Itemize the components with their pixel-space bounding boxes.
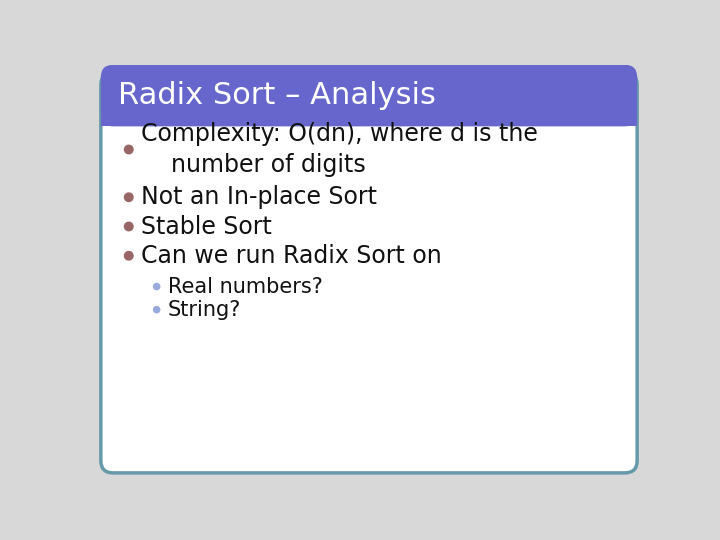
Circle shape <box>125 193 133 201</box>
Circle shape <box>125 252 133 260</box>
Text: Real numbers?: Real numbers? <box>168 276 323 296</box>
Circle shape <box>125 222 133 231</box>
Text: Stable Sort: Stable Sort <box>141 214 272 239</box>
FancyBboxPatch shape <box>101 72 637 473</box>
Bar <box>101 112 637 126</box>
Text: Can we run Radix Sort on: Can we run Radix Sort on <box>141 244 442 268</box>
Text: Not an In-place Sort: Not an In-place Sort <box>141 185 377 209</box>
Circle shape <box>153 307 160 313</box>
Text: String?: String? <box>168 300 241 320</box>
Text: Radix Sort – Analysis: Radix Sort – Analysis <box>118 81 436 110</box>
FancyBboxPatch shape <box>101 65 637 126</box>
Circle shape <box>125 145 133 154</box>
Circle shape <box>153 284 160 289</box>
Text: Complexity: O(dn), where d is the
    number of digits: Complexity: O(dn), where d is the number… <box>141 122 538 177</box>
